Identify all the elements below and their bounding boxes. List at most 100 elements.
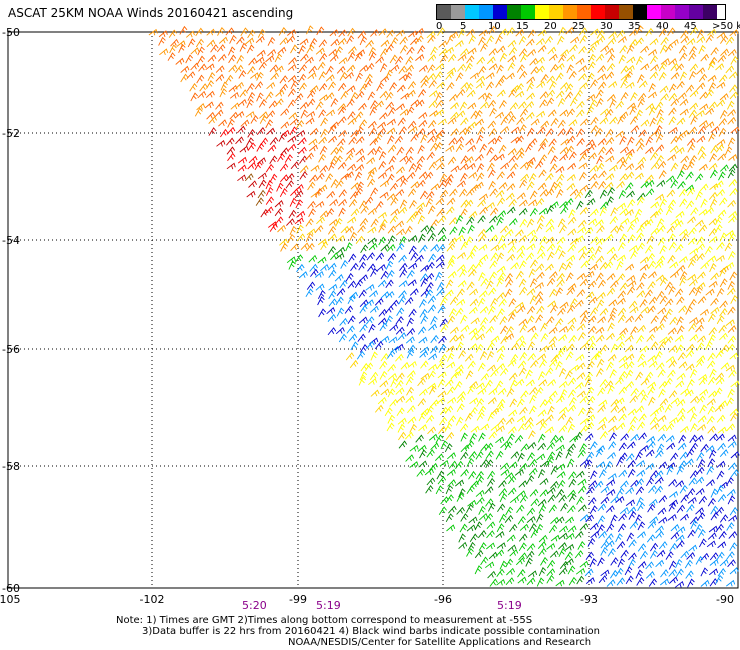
wind-barb (460, 48, 469, 56)
wind-barb (654, 476, 664, 485)
wind-barb (597, 404, 606, 413)
wind-barb (536, 453, 546, 461)
wind-barb (427, 135, 436, 144)
wind-barb (508, 155, 517, 164)
wind-barb (357, 30, 367, 39)
wind-barb (717, 568, 726, 577)
wind-barb (688, 544, 698, 552)
wind-barb (487, 99, 497, 109)
wind-barb (489, 154, 498, 163)
wind-barb (529, 294, 538, 305)
wind-barb (316, 216, 325, 225)
wind-barb (688, 286, 698, 296)
wind-barb (716, 414, 726, 423)
wind-barb (579, 118, 589, 126)
wind-barb (616, 577, 626, 586)
wind-barb (600, 108, 610, 116)
wind-barb (648, 498, 658, 506)
wind-barb (629, 38, 638, 48)
wind-barb (445, 431, 455, 441)
wind-barb (718, 118, 728, 126)
wind-barb (409, 461, 419, 468)
wind-barb (620, 79, 628, 89)
wind-barb (318, 83, 328, 92)
wind-barb (634, 208, 643, 218)
wind-barb (426, 477, 436, 486)
wind-barb (676, 117, 686, 126)
wind-barb (479, 101, 489, 110)
wind-barb (359, 299, 369, 308)
wind-barb (469, 288, 479, 296)
wind-barb (246, 44, 255, 54)
wind-barb (338, 333, 347, 343)
color-scale-bar (436, 4, 726, 20)
wind-barb (558, 547, 567, 557)
wind-barb (407, 188, 417, 197)
wind-barb (506, 171, 516, 180)
wind-barb (467, 385, 476, 395)
wind-barb (539, 421, 548, 431)
wind-barb (606, 361, 614, 371)
wind-barb (556, 471, 566, 479)
wind-barb (418, 171, 428, 180)
wind-barb (318, 71, 327, 81)
wind-barb (378, 28, 388, 36)
wind-barb (506, 27, 515, 36)
wind-barb (700, 552, 710, 561)
wind-barb (626, 44, 635, 54)
wind-barb (385, 101, 394, 110)
wind-barb (660, 569, 669, 578)
wind-barb (620, 91, 629, 101)
wind-barb (607, 187, 615, 196)
wind-barb (690, 519, 698, 529)
wind-barb (726, 397, 735, 407)
wind-barb (729, 352, 739, 360)
wind-barb (407, 405, 416, 414)
wind-barb (427, 128, 437, 136)
wind-barb (389, 323, 399, 332)
wind-barb (379, 180, 389, 187)
wind-barb (627, 280, 637, 288)
wind-barb (490, 423, 500, 431)
wind-barb (549, 80, 557, 90)
wind-barb (554, 181, 563, 190)
wind-barb (417, 215, 426, 225)
wind-barb (430, 243, 440, 252)
wind-barb (329, 198, 339, 207)
wind-barb (456, 395, 466, 404)
wind-barb (619, 146, 630, 154)
wind-barb (617, 307, 627, 316)
wind-barb (555, 450, 563, 461)
wind-barb (446, 352, 455, 362)
wind-barb (365, 39, 374, 48)
scale-label: 45 (684, 21, 697, 32)
wind-barb (695, 359, 705, 368)
wind-barb (365, 299, 375, 307)
wind-barb (667, 254, 676, 264)
wind-barb (437, 304, 446, 314)
wind-barb (675, 63, 685, 72)
wind-barb (657, 415, 667, 422)
wind-barb (469, 432, 478, 442)
wind-barb (468, 268, 477, 277)
wind-barb (474, 181, 484, 189)
wind-barb (720, 35, 729, 44)
wind-barb (527, 353, 536, 361)
wind-barb (636, 143, 645, 152)
wind-barb (274, 207, 284, 217)
wind-barb (456, 403, 465, 413)
wind-barb (668, 345, 678, 353)
wind-barb (477, 324, 486, 333)
wind-barb (715, 254, 725, 262)
wind-barb (728, 163, 738, 172)
wind-barb (387, 252, 396, 262)
lat-tick-label: -54 (2, 234, 20, 247)
wind-barb (567, 216, 577, 225)
wind-barb (619, 45, 628, 54)
wind-barb (679, 451, 689, 460)
wind-barb (685, 570, 694, 579)
wind-barb (626, 453, 635, 462)
wind-barb (695, 190, 703, 201)
wind-barb (319, 94, 329, 101)
